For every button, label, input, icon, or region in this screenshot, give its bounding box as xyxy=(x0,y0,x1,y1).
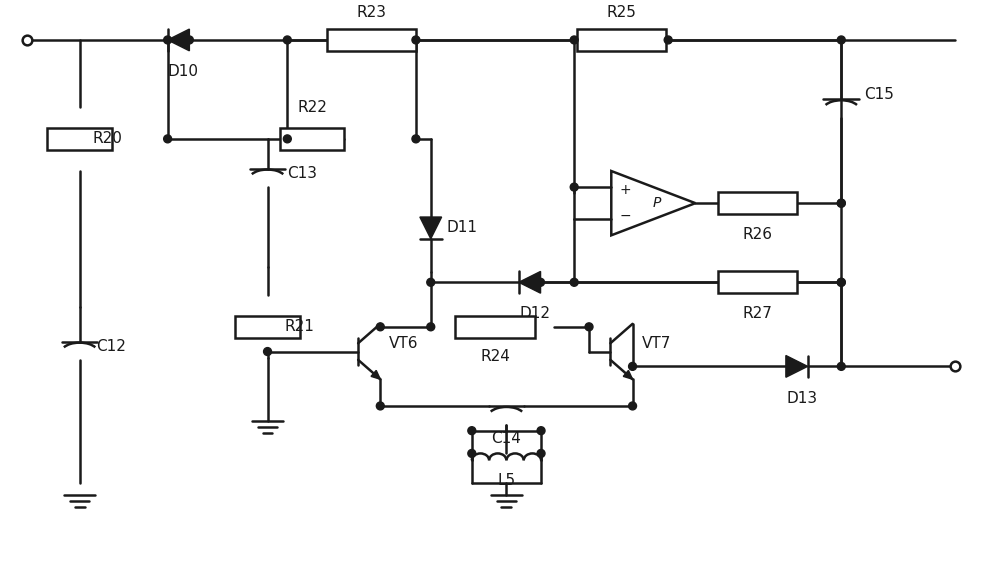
Text: D13: D13 xyxy=(786,391,817,405)
Text: D11: D11 xyxy=(447,221,478,235)
Polygon shape xyxy=(519,272,541,293)
Text: R22: R22 xyxy=(297,100,327,115)
Text: C14: C14 xyxy=(491,431,521,446)
Circle shape xyxy=(837,278,845,286)
Text: R24: R24 xyxy=(480,349,510,364)
Polygon shape xyxy=(420,217,442,239)
Circle shape xyxy=(264,348,271,356)
Circle shape xyxy=(468,450,476,458)
Circle shape xyxy=(537,278,545,286)
Bar xyxy=(235,316,300,338)
Bar xyxy=(455,316,535,338)
Circle shape xyxy=(570,183,578,191)
Circle shape xyxy=(629,362,637,370)
Circle shape xyxy=(468,427,476,435)
Text: R23: R23 xyxy=(356,5,386,20)
Circle shape xyxy=(164,135,172,143)
Bar xyxy=(47,128,112,150)
Circle shape xyxy=(164,36,172,44)
Text: D12: D12 xyxy=(519,306,550,321)
Text: L5: L5 xyxy=(497,473,515,488)
Text: R21: R21 xyxy=(284,319,314,335)
Text: R27: R27 xyxy=(742,306,772,321)
Circle shape xyxy=(283,135,291,143)
Circle shape xyxy=(376,323,384,331)
Circle shape xyxy=(629,402,637,410)
Circle shape xyxy=(837,199,845,207)
Text: −: − xyxy=(619,209,631,223)
Circle shape xyxy=(585,323,593,331)
Circle shape xyxy=(570,36,578,44)
Circle shape xyxy=(664,36,672,44)
Circle shape xyxy=(537,450,545,458)
Bar xyxy=(577,29,666,51)
Circle shape xyxy=(837,199,845,207)
Circle shape xyxy=(412,135,420,143)
Circle shape xyxy=(837,278,845,286)
Bar xyxy=(327,29,416,51)
Circle shape xyxy=(837,362,845,370)
Circle shape xyxy=(185,36,193,44)
Text: R25: R25 xyxy=(607,5,637,20)
Text: VT7: VT7 xyxy=(642,336,671,351)
Circle shape xyxy=(376,402,384,410)
Bar xyxy=(718,272,797,293)
Bar xyxy=(280,128,344,150)
Bar xyxy=(718,192,797,214)
Circle shape xyxy=(427,323,435,331)
Circle shape xyxy=(537,427,545,435)
Text: C12: C12 xyxy=(96,339,126,354)
Text: +: + xyxy=(619,183,631,197)
Text: C13: C13 xyxy=(287,166,317,181)
Text: R20: R20 xyxy=(92,132,122,146)
Circle shape xyxy=(283,36,291,44)
Text: R26: R26 xyxy=(742,227,772,242)
Circle shape xyxy=(570,278,578,286)
Text: D10: D10 xyxy=(168,64,199,79)
Circle shape xyxy=(837,36,845,44)
Circle shape xyxy=(412,36,420,44)
Polygon shape xyxy=(371,370,380,379)
Circle shape xyxy=(427,278,435,286)
Text: VT6: VT6 xyxy=(389,336,419,351)
Text: P: P xyxy=(653,196,661,210)
Polygon shape xyxy=(168,29,189,51)
Polygon shape xyxy=(786,356,808,377)
Polygon shape xyxy=(623,370,633,379)
Text: C15: C15 xyxy=(864,87,894,102)
